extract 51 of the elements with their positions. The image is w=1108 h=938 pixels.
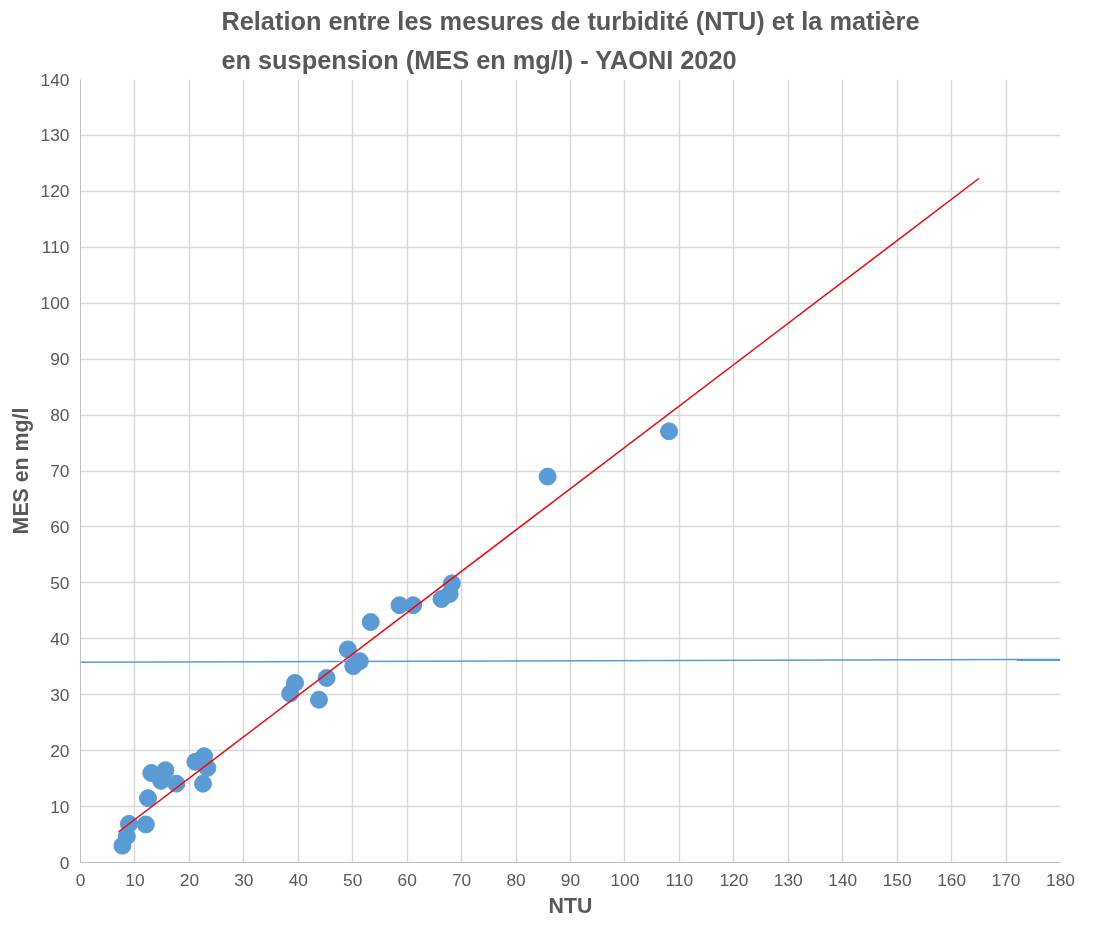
x-tick-label: 60 — [397, 869, 417, 890]
y-tick-label: 120 — [40, 181, 70, 202]
x-tick-label: 170 — [991, 869, 1021, 890]
x-tick-label: 30 — [234, 869, 254, 890]
x-tick-label: 40 — [288, 869, 308, 890]
y-tick-label: 90 — [50, 349, 70, 370]
point — [136, 815, 155, 834]
point — [286, 673, 305, 692]
y-tick-label: 50 — [50, 572, 70, 593]
y-tick-label: 130 — [40, 125, 70, 146]
point — [167, 774, 186, 793]
x-tick-label: 80 — [506, 869, 526, 890]
point — [156, 761, 175, 780]
point — [194, 774, 212, 793]
y-tick-label: 20 — [50, 740, 70, 761]
y-tick-label: 110 — [41, 237, 70, 258]
y-tick-label: 0 — [59, 852, 70, 873]
x-tick-label: 140 — [828, 869, 858, 890]
x-tick-label: 70 — [451, 869, 472, 890]
point — [361, 613, 380, 631]
x-tick-label: 0 — [75, 869, 86, 890]
y-tick-label: 40 — [50, 628, 70, 649]
x-tick-label: 110 — [665, 869, 694, 890]
y-tick-label: 140 — [40, 69, 70, 90]
x-axis-title: NTU — [548, 893, 593, 918]
x-tick-label: 90 — [560, 869, 581, 890]
x-tick-label: 120 — [719, 869, 749, 890]
chart-title: Relation entre les mesures de turbidité (NTU) et la matière en suspension (MES en mg/l) - YAONI 2020 — [221, 7, 920, 75]
y-tick-label: 30 — [50, 684, 70, 705]
y-tick-label: 70 — [50, 461, 70, 481]
point — [404, 596, 423, 615]
y-tick-label: 60 — [50, 516, 70, 537]
point — [338, 640, 357, 659]
x-tick-label: 100 — [610, 869, 640, 890]
point — [309, 690, 328, 709]
point — [139, 789, 158, 808]
x-tick-label: 180 — [1046, 869, 1075, 890]
y-axis-title: MES en mg/l — [8, 407, 33, 535]
x-tick-label: 20 — [179, 869, 200, 890]
point — [350, 652, 369, 671]
x-tick-label: 130 — [773, 869, 803, 890]
y-tick-label: 100 — [40, 293, 70, 314]
point — [660, 422, 679, 441]
x-tick-label: 160 — [937, 869, 967, 890]
x-tick-label: 10 — [125, 869, 145, 890]
point — [538, 467, 557, 486]
y-tick-label: 80 — [50, 405, 70, 426]
point — [198, 759, 217, 777]
x-tick-label: 50 — [343, 869, 363, 890]
y-tick-label: 10 — [50, 796, 70, 817]
x-tick-label: 150 — [882, 869, 912, 890]
